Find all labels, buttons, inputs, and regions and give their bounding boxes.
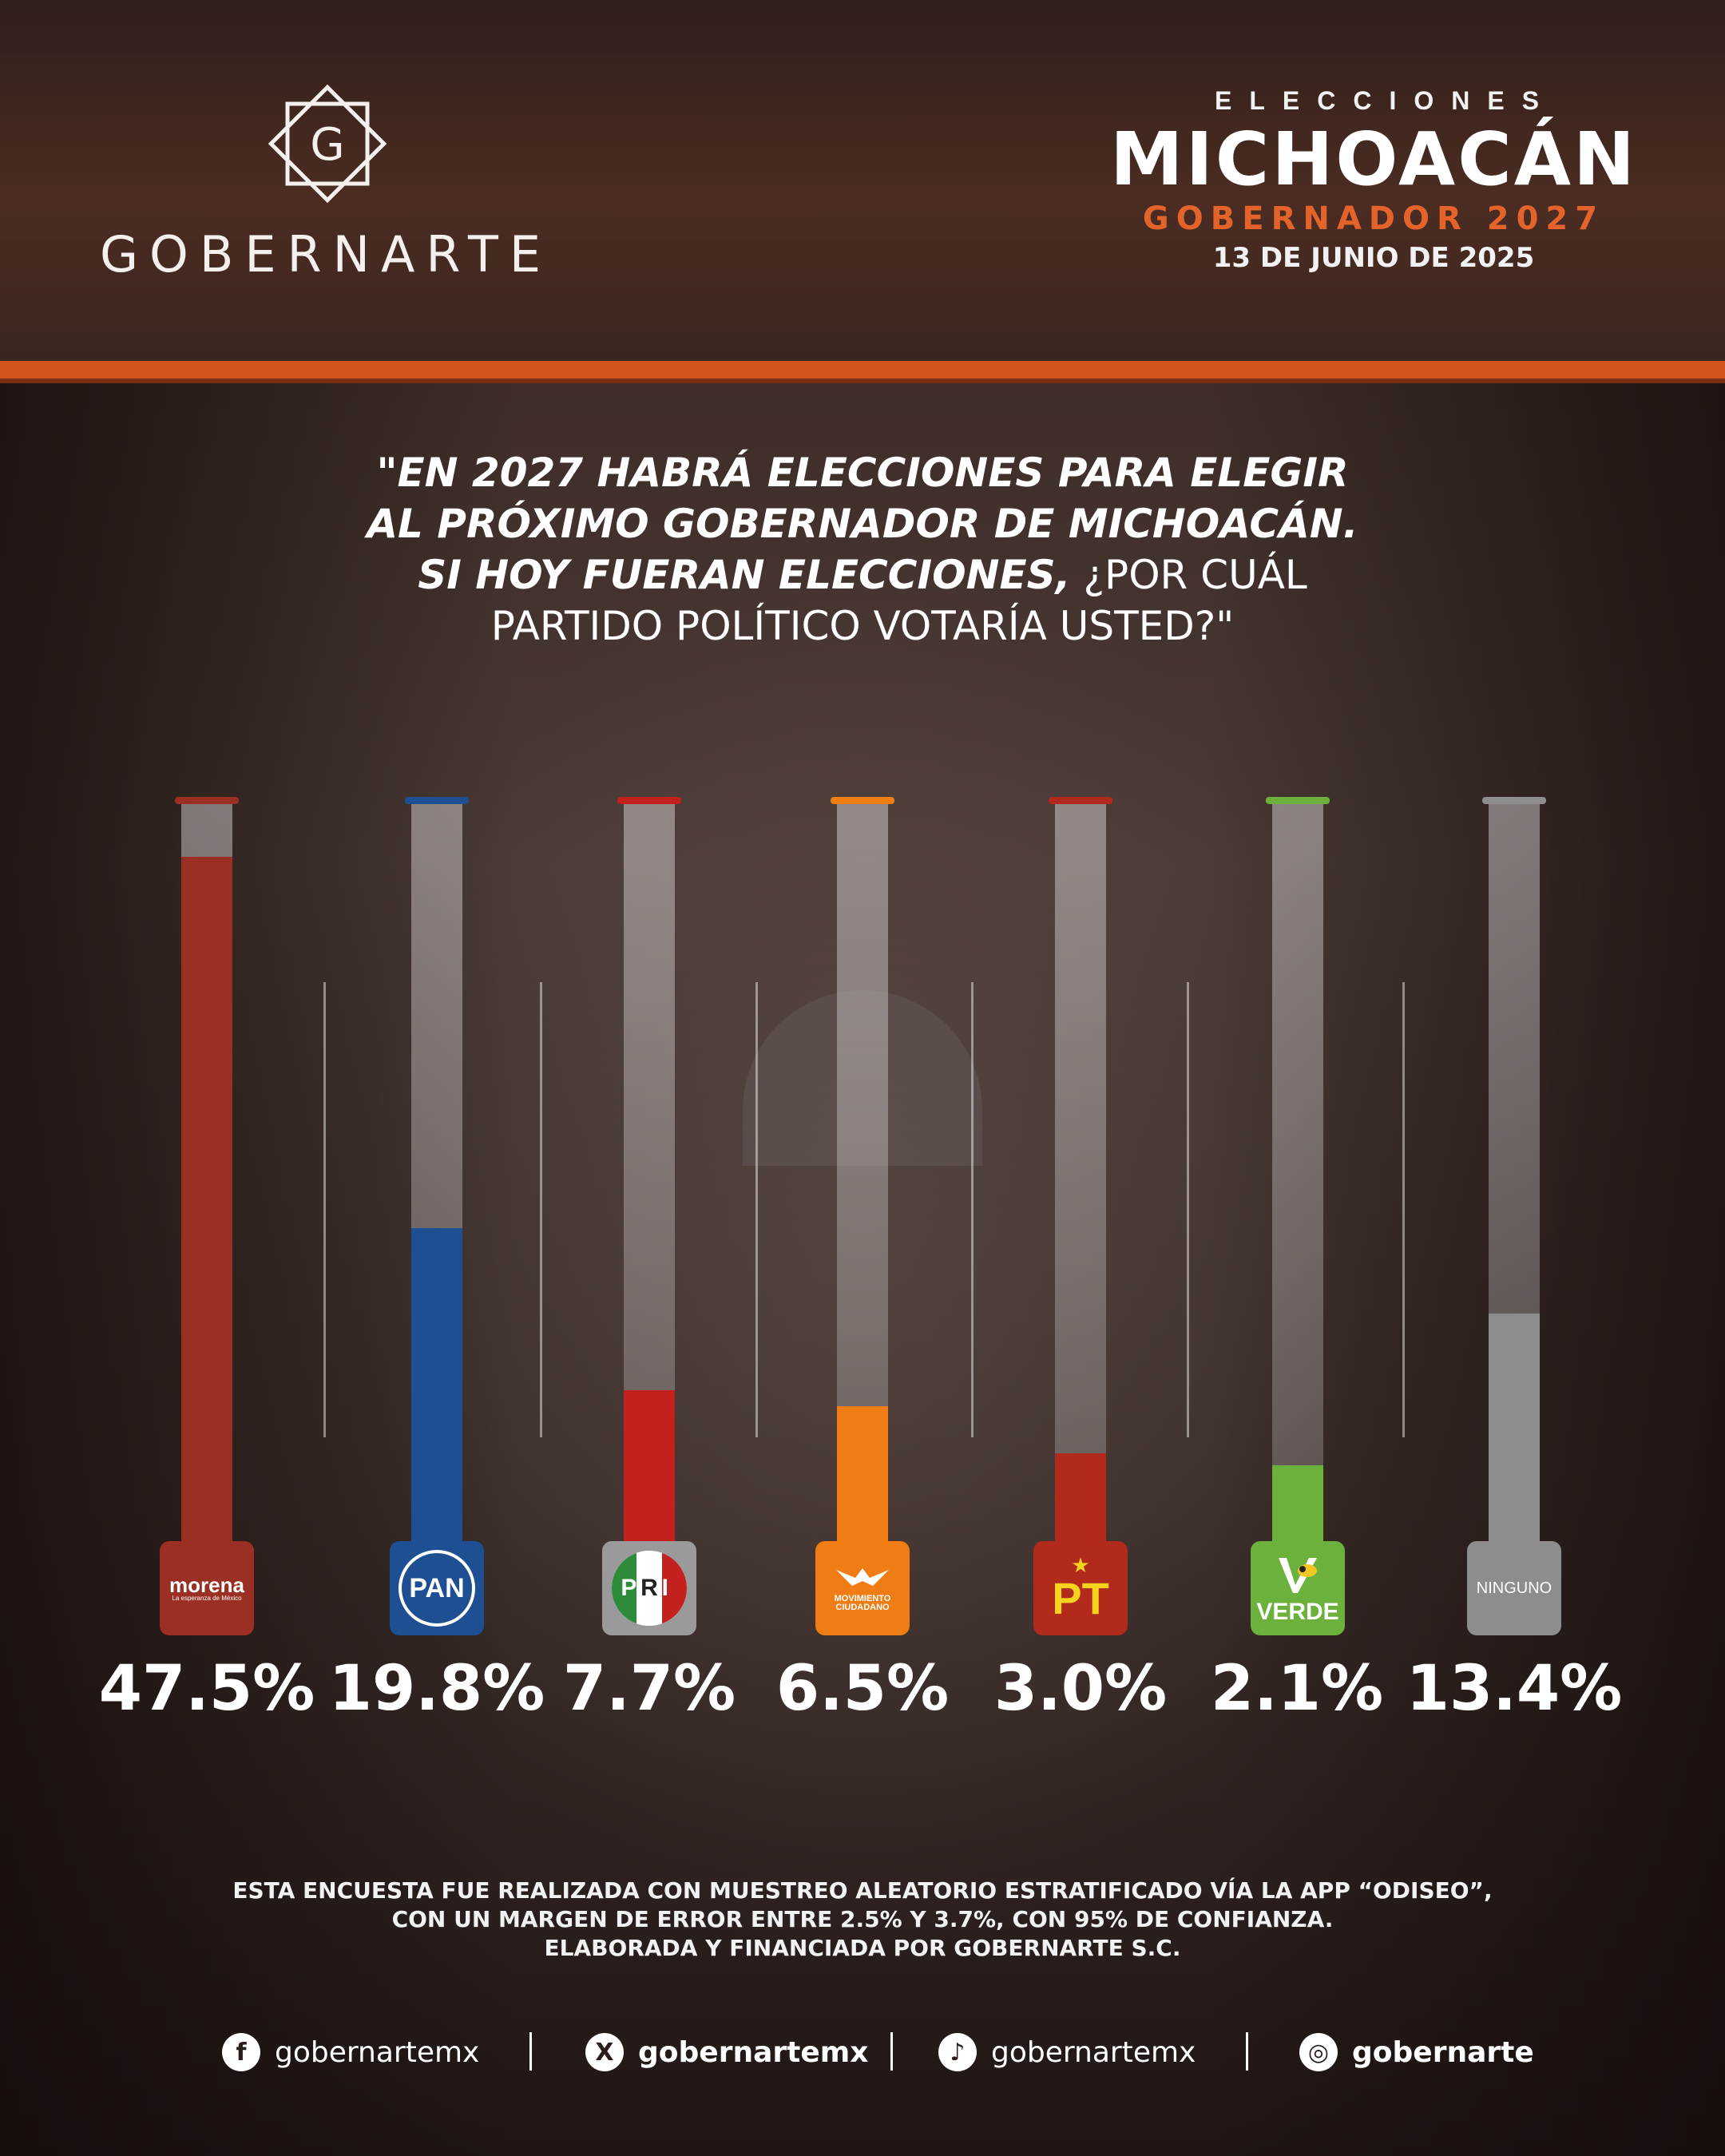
value-label-pt: 3.0% — [993, 1653, 1168, 1725]
social-x[interactable]: X gobernartemx — [585, 2028, 868, 2076]
mc-line-1: MOVIMIENTO — [834, 1593, 891, 1603]
social-instagram[interactable]: ◎ gobernarte — [1299, 2028, 1534, 2076]
value-label-mc: 6.5% — [775, 1653, 950, 1725]
tiktok-handle[interactable]: gobernartemx — [991, 2035, 1196, 2069]
note-line-3: ELABORADA Y FINANCIADA POR — [544, 1935, 954, 1961]
survey-date: 13 DE JUNIO DE 2025 — [1212, 242, 1535, 274]
value-label-pan: 19.8% — [328, 1653, 545, 1725]
movimiento-ciudadano-logo: MOVIMIENTO CIUDADANO — [815, 1541, 910, 1635]
methodology-note: ESTA ENCUESTA FUE REALIZADA CON MUESTREO… — [192, 1877, 1533, 1963]
pan-logo: PAN — [390, 1541, 484, 1635]
bar-cap-pri — [617, 797, 681, 804]
question-line-3-rest: ¿POR CUÁL — [1070, 552, 1307, 598]
bar-cap-ninguno — [1482, 797, 1546, 804]
facebook-icon: f — [222, 2033, 260, 2071]
state-title: MICHOACÁN — [1110, 117, 1637, 202]
eagle-icon — [835, 1567, 889, 1586]
star-icon: ★ — [1071, 1554, 1090, 1578]
x-icon: X — [585, 2033, 624, 2071]
bar-mc — [837, 1406, 888, 1541]
ninguno-badge: NINGUNO — [1467, 1541, 1561, 1635]
bar-track-mc — [837, 804, 888, 1541]
survey-question: "EN 2027 HABRÁ ELECCIONES PARA ELEGIR AL… — [264, 447, 1461, 652]
brand-name: GOBERNARTE — [100, 225, 553, 283]
note-line-1: ESTA ENCUESTA FUE REALIZADA CON MUESTREO… — [232, 1877, 1301, 1904]
background-photo — [0, 375, 1725, 2156]
bar-track-pt — [1055, 804, 1106, 1541]
bar-separator — [540, 982, 542, 1437]
bar-separator — [323, 982, 326, 1437]
note-line-2: CON UN MARGEN DE ERROR ENTRE 2.5% Y 3.7%… — [391, 1906, 1074, 1932]
question-line-1: "EN 2027 HABRÁ ELECCIONES PARA ELEGIR — [376, 450, 1349, 496]
pri-letter-p: P — [621, 1575, 637, 1601]
ninguno-label: NINGUNO — [1476, 1579, 1552, 1597]
bar-ninguno — [1489, 1314, 1540, 1541]
pt-wordmark: PT — [1052, 1573, 1109, 1623]
verde-logo: VERDE — [1251, 1541, 1345, 1635]
bar-pt — [1055, 1453, 1106, 1541]
header-accent-line — [0, 361, 1725, 378]
logo-letter: G — [310, 119, 344, 171]
social-tiktok[interactable]: ♪ gobernartemx — [938, 2028, 1196, 2076]
bar-separator — [1187, 982, 1189, 1437]
header-accent-shadow — [0, 378, 1725, 383]
bar-track-ninguno — [1489, 804, 1540, 1541]
bar-pan — [411, 1228, 462, 1541]
bar-separator — [755, 982, 758, 1437]
election-kicker: ELECCIONES — [1214, 86, 1557, 115]
social-divider — [890, 2032, 893, 2071]
bar-separator — [971, 982, 974, 1437]
bar-cap-verde — [1266, 797, 1330, 804]
bar-cap-morena — [175, 797, 239, 804]
pri-letter-i: I — [661, 1575, 668, 1601]
pt-logo: ★ PT — [1033, 1541, 1128, 1635]
morena-slogan: La esperanza de México — [172, 1595, 242, 1602]
brand-logo: G GOBERNARTE — [100, 72, 547, 287]
question-line-3-bold: SI HOY FUERAN ELECCIONES, — [418, 552, 1071, 598]
office-title: GOBERNADOR 2027 — [1142, 200, 1605, 237]
bar-separator — [1402, 982, 1405, 1437]
verde-wordmark: VERDE — [1256, 1598, 1339, 1625]
gobernarte-logo-icon: G — [268, 84, 387, 204]
bar-morena — [181, 857, 232, 1541]
x-handle[interactable]: gobernartemx — [638, 2035, 869, 2069]
value-label-ninguno: 13.4% — [1406, 1653, 1623, 1725]
pri-letter-r: R — [640, 1575, 658, 1601]
note-line-2-bold: 95% DE CONFIANZA. — [1073, 1906, 1334, 1932]
morena-wordmark: morena — [169, 1573, 244, 1597]
note-line-1-bold: APP “ODISEO”, — [1300, 1877, 1493, 1904]
toucan-icon — [1278, 1557, 1317, 1593]
pri-logo: P R I — [602, 1541, 696, 1635]
question-line-2: AL PRÓXIMO GOBERNADOR DE MICHOACÁN. — [367, 501, 1358, 547]
facebook-handle[interactable]: gobernartemx — [275, 2035, 480, 2069]
bar-cap-mc — [831, 797, 894, 804]
instagram-handle[interactable]: gobernarte — [1352, 2035, 1534, 2069]
value-label-morena: 47.5% — [98, 1653, 315, 1725]
bar-track-verde — [1272, 804, 1323, 1541]
mc-line-2: CIUDADANO — [835, 1602, 890, 1612]
value-label-verde: 2.1% — [1210, 1653, 1384, 1725]
social-divider — [529, 2032, 532, 2071]
social-divider — [1246, 2032, 1248, 2071]
value-label-pri: 7.7% — [562, 1653, 736, 1725]
header: G GOBERNARTE ELECCIONES MICHOACÁN GOBERN… — [0, 0, 1725, 361]
bar-cap-pan — [405, 797, 469, 804]
bar-track-pan — [411, 804, 462, 1541]
tiktok-icon: ♪ — [938, 2033, 977, 2071]
bar-track-pri — [624, 804, 675, 1541]
pan-wordmark: PAN — [409, 1572, 465, 1603]
bar-track-morena — [181, 804, 232, 1541]
question-line-4: PARTIDO POLÍTICO VOTARÍA USTED?" — [490, 603, 1235, 649]
instagram-icon: ◎ — [1299, 2033, 1338, 2071]
bar-verde — [1272, 1465, 1323, 1541]
bar-pri — [624, 1390, 675, 1541]
social-facebook[interactable]: f gobernartemx — [222, 2028, 479, 2076]
bar-cap-pt — [1049, 797, 1112, 804]
election-title-block: ELECCIONES MICHOACÁN GOBERNADOR 2027 13 … — [1054, 86, 1693, 274]
note-line-3-bold: GOBERNARTE S.C. — [954, 1935, 1181, 1961]
morena-logo: morena La esperanza de México — [160, 1541, 254, 1635]
